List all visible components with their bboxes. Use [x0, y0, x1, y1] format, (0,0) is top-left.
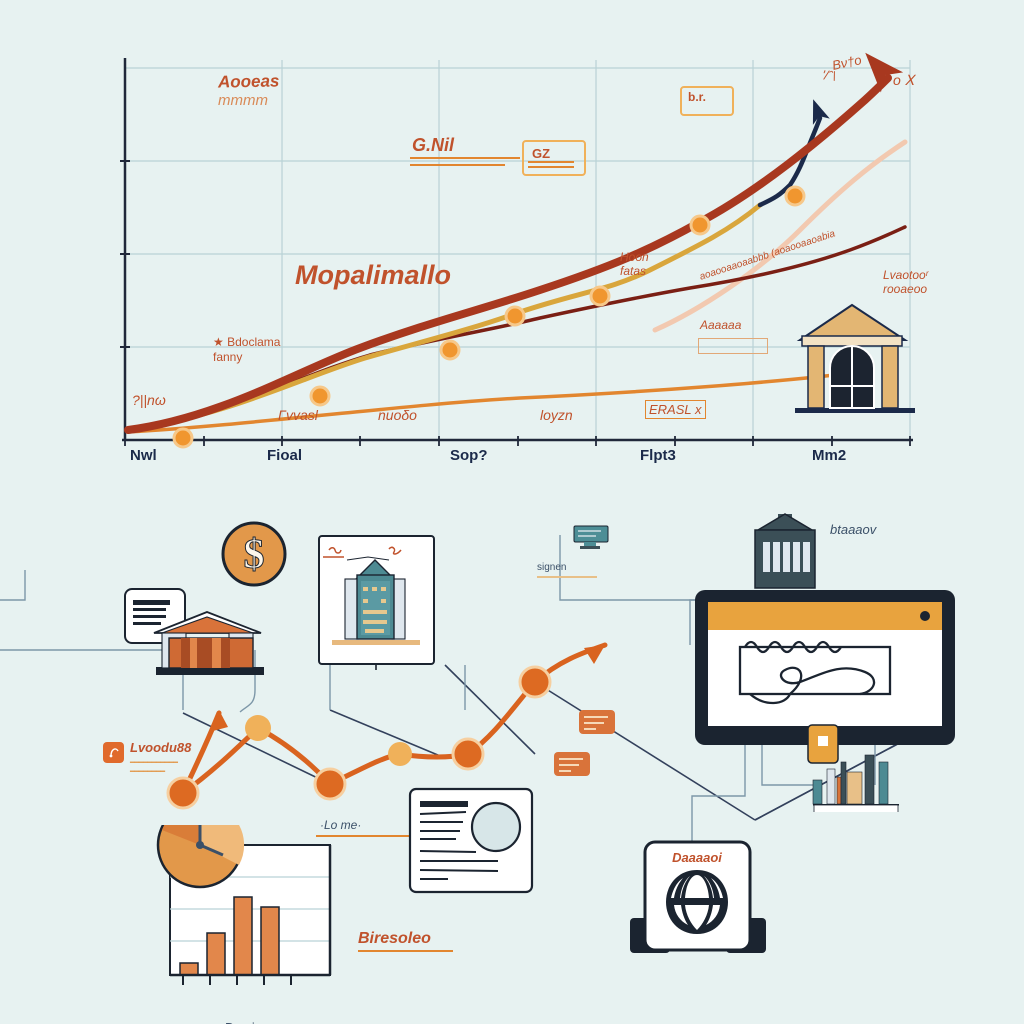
svg-text:Daaaaoi: Daaaaoi [672, 850, 722, 865]
svg-text:$: $ [244, 532, 265, 578]
